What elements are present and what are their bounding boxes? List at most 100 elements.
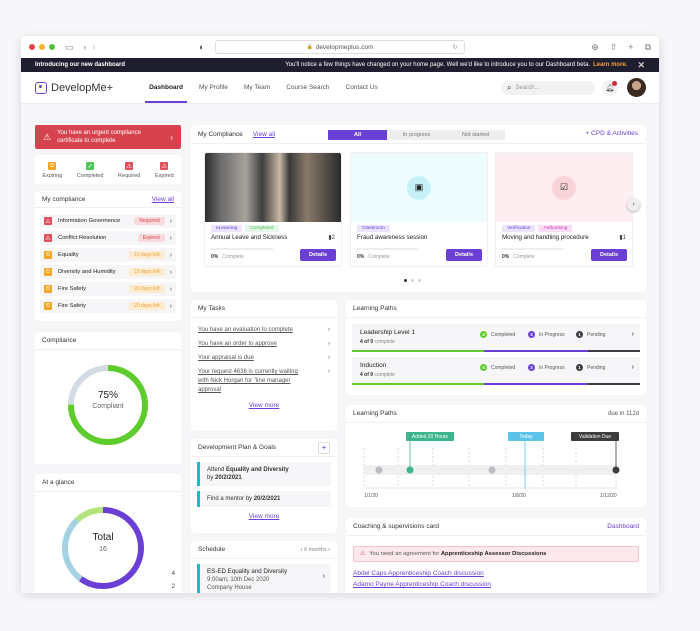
compliance-item[interactable]: ⚠ Information Governence Required › bbox=[40, 214, 176, 228]
tab-course-search[interactable]: Course Search bbox=[286, 84, 330, 91]
chevron-right-icon: › bbox=[322, 573, 325, 580]
add-goal-button[interactable]: + bbox=[318, 441, 330, 454]
carousel-dot[interactable] bbox=[404, 279, 407, 282]
new-tab-icon[interactable]: + bbox=[628, 41, 634, 52]
view-all-link[interactable]: View all bbox=[252, 130, 276, 138]
course-title: Moving and handling procedure bbox=[502, 234, 589, 241]
clock-icon: ⏲ bbox=[48, 162, 57, 170]
search-input[interactable]: ⌕ Search... bbox=[501, 81, 595, 95]
chevron-right-icon[interactable]: › bbox=[328, 546, 330, 553]
schedule-event[interactable]: ES-ED Equality and Diversity 9:00am, 10t… bbox=[197, 564, 331, 593]
task-item[interactable]: You have an evaluation to complete › bbox=[191, 326, 337, 335]
close-banner-icon[interactable]: ✕ bbox=[637, 59, 645, 70]
progress-label: Complete bbox=[513, 254, 535, 260]
filter-all[interactable]: All bbox=[328, 130, 387, 140]
status-label: In Progress bbox=[539, 364, 565, 371]
privacy-shield-icon[interactable]: ◐ bbox=[199, 42, 205, 52]
tabs-overview-icon[interactable]: ⧉ bbox=[644, 41, 651, 52]
carousel-dot[interactable] bbox=[418, 279, 421, 282]
filter-not-started[interactable]: Not started bbox=[446, 130, 505, 140]
address-bar[interactable]: 🔒 developmeplus.com ↻ bbox=[215, 40, 465, 54]
legend-label: Expired bbox=[155, 173, 174, 179]
back-icon[interactable]: ‹ bbox=[83, 42, 87, 52]
tab-dashboard[interactable]: Dashboard bbox=[141, 72, 191, 103]
card-title: At a glance bbox=[42, 479, 75, 486]
urgent-compliance-alert[interactable]: ⚠ You have an urgent compliance certific… bbox=[35, 125, 181, 149]
details-button[interactable]: Details bbox=[591, 249, 627, 261]
task-text: You have an order to approve bbox=[198, 341, 277, 347]
carousel-dot[interactable] bbox=[411, 279, 414, 282]
tab-contact-us[interactable]: Contact Us bbox=[345, 84, 378, 91]
details-button[interactable]: Details bbox=[300, 249, 336, 261]
compliance-item[interactable]: ⏲ Diversity and Humidity 15 days left › bbox=[40, 265, 176, 279]
schedule-range: ‹ 6 months › bbox=[301, 547, 330, 553]
timeline-chart bbox=[363, 432, 620, 489]
share-icon[interactable]: ⇧ bbox=[609, 41, 618, 52]
warning-icon: ⚠ bbox=[160, 162, 169, 170]
details-button[interactable]: Details bbox=[446, 249, 482, 261]
forward-icon[interactable]: › bbox=[92, 42, 96, 52]
dashboard-link[interactable]: Dashboard bbox=[607, 523, 639, 530]
maximize-window-button[interactable] bbox=[49, 44, 55, 50]
tab-my-team[interactable]: My Team bbox=[243, 84, 271, 91]
doc-count: 2 bbox=[331, 235, 335, 241]
compliance-item[interactable]: ⏲ Equality 10 days left › bbox=[40, 248, 176, 262]
learning-path-item[interactable]: Leadership Level 1 4 of 9 complete 4 Comp… bbox=[352, 324, 640, 352]
item-name: Conflict Resolution bbox=[58, 235, 107, 241]
minimize-window-button[interactable] bbox=[39, 44, 45, 50]
course-card[interactable]: ▣ Classroom Fraud awareness session 0% Co… bbox=[350, 152, 488, 267]
development-plan-card: Development Plan & Goals + Attend Equali… bbox=[191, 439, 337, 533]
tab-my-profile[interactable]: My Profile bbox=[199, 84, 228, 91]
chevron-right-icon: › bbox=[170, 132, 173, 142]
marker-added-hours: Added 20 Hours bbox=[411, 434, 449, 440]
goal-item[interactable]: Attend Equality and Diversity by 20/2/20… bbox=[197, 462, 331, 486]
goal-date: 20/2/2021 bbox=[215, 475, 242, 481]
compliance-item[interactable]: ⏲ Fire Safety 20 days left › bbox=[40, 299, 176, 313]
view-more-link[interactable]: View more bbox=[248, 513, 280, 520]
tag-verification: Verification bbox=[502, 225, 536, 232]
view-all-link[interactable]: View all bbox=[151, 195, 174, 203]
clock-icon: ⏲ bbox=[44, 268, 52, 276]
course-media: ▣ bbox=[351, 153, 487, 222]
in-progress-status: 3 In Progress bbox=[528, 331, 565, 338]
compliance-item[interactable]: ⚠ Conflict Resolution Expired › bbox=[40, 231, 176, 245]
task-item[interactable]: Your appraisal is due › bbox=[191, 354, 337, 363]
coaching-discussion-link[interactable]: Abdel Caps Apprenticeship Coach discussi… bbox=[353, 570, 484, 577]
sidebar-toggle-icon[interactable]: ▭ bbox=[65, 41, 74, 52]
card-title: Compliance bbox=[42, 337, 77, 344]
notifications-button[interactable]: 🔔︎ bbox=[602, 80, 618, 96]
learning-path-item[interactable]: Induction 4 of 9 complete 4 Completed 3 In… bbox=[352, 357, 640, 385]
status-label: In Progress bbox=[539, 331, 565, 338]
learn-more-link[interactable]: Learn more. bbox=[593, 62, 628, 68]
alert-line-2: certificate to complete bbox=[57, 138, 116, 144]
task-item[interactable]: Your request 4636 is currently waiting w… bbox=[191, 368, 337, 395]
pending-count: 1 bbox=[576, 331, 583, 338]
reload-icon[interactable]: ↻ bbox=[452, 44, 458, 51]
status-pill: 20 days left bbox=[129, 285, 165, 293]
chevron-right-icon: › bbox=[169, 217, 172, 225]
task-item[interactable]: You have an order to approve › bbox=[191, 340, 337, 349]
legend-value: 4 bbox=[171, 571, 175, 577]
chevron-left-icon[interactable]: ‹ bbox=[300, 546, 303, 553]
status-pill: 20 days left bbox=[129, 302, 165, 310]
legend-label: Required bbox=[118, 173, 141, 179]
compliance-item[interactable]: ⏲ Fire Safety 20 days left › bbox=[40, 282, 176, 296]
goal-item[interactable]: Find a mentor by 20/2/2021 bbox=[197, 491, 331, 507]
search-placeholder: Search... bbox=[515, 85, 540, 91]
filter-in-progress[interactable]: In progress bbox=[387, 130, 446, 140]
chevron-right-icon: › bbox=[632, 201, 635, 208]
user-avatar[interactable] bbox=[627, 78, 646, 97]
brand-logo[interactable]: DevelopMe+ bbox=[35, 81, 113, 94]
download-icon[interactable]: ⊕ bbox=[591, 41, 599, 52]
chevron-right-icon: › bbox=[328, 341, 330, 347]
close-window-button[interactable] bbox=[29, 44, 35, 50]
carousel-next-button[interactable]: › bbox=[627, 198, 640, 211]
course-card[interactable]: eLearning Completed Annual Leave and Sic… bbox=[204, 152, 342, 267]
my-compliance-card: My Compliance View all All In progress N… bbox=[191, 125, 646, 292]
view-more-link[interactable]: View more bbox=[248, 402, 280, 409]
course-card[interactable]: ☑ Verification Authorising Moving and ha… bbox=[495, 152, 633, 267]
coaching-discussion-link[interactable]: Adamo Payne Apprenticeship Coach discuss… bbox=[353, 581, 492, 588]
compliance-percent: 75% bbox=[97, 390, 118, 401]
top-nav: DevelopMe+ Dashboard My Profile My Team … bbox=[21, 72, 659, 104]
add-cpd-activities-button[interactable]: + CPD & Activities bbox=[585, 130, 638, 137]
